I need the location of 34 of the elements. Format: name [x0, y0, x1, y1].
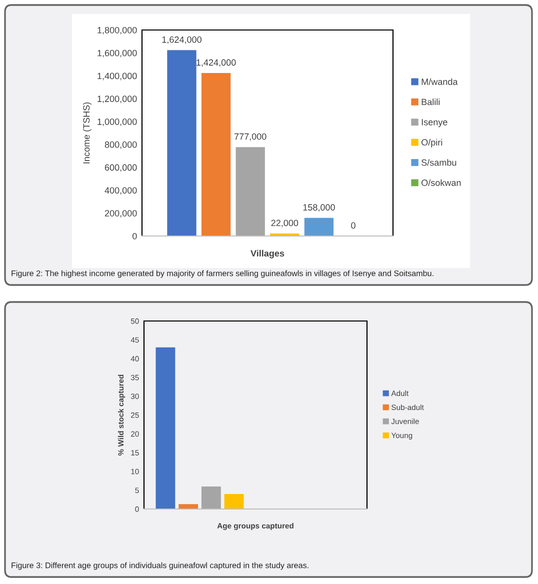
legend-label: Balili: [422, 98, 440, 106]
text: 1,424,000: [196, 59, 236, 67]
text: 1,624,000: [162, 36, 202, 44]
y-tick-label: 1,200,000: [98, 96, 137, 104]
bar: [201, 73, 231, 236]
caption: Figure 2: The highest income generated by majority of farmers selling guineafowls in villages of Isenye and Soitsambu.: [12, 270, 434, 278]
legend-label: O/sokwan: [422, 179, 461, 186]
text: 777,000: [234, 133, 266, 141]
bar: [304, 218, 334, 236]
text: 0: [351, 222, 356, 229]
y-tick-label: 1,400,000: [98, 72, 137, 80]
text: 22,000: [271, 220, 298, 228]
legend-label: M/wanda: [422, 78, 458, 85]
y-tick-label: 1,000,000: [98, 118, 137, 126]
legend-label: Isenye: [422, 119, 448, 128]
y-tick-label: 0: [132, 232, 137, 240]
bar: [224, 494, 244, 509]
y-tick-label: 400,000: [104, 187, 137, 195]
legend-label: O/piri: [422, 138, 442, 148]
y-tick-label: 1,600,000: [98, 50, 137, 58]
y-axis-title: Income (TSHS): [83, 102, 92, 164]
bar: [201, 486, 221, 509]
text: 158,000: [303, 204, 335, 212]
bar: [156, 347, 176, 509]
y-tick-label: 1,800,000: [98, 26, 137, 34]
y-tick-label: 200,000: [104, 210, 137, 218]
bar: [236, 147, 265, 236]
legend-label: S/sambu: [422, 159, 456, 166]
y-tick-label: 600,000: [104, 164, 137, 172]
y-tick-label: 800,000: [104, 141, 137, 149]
bar: [167, 50, 196, 236]
caption: Figure 3: Different age groups of individuals guineafowl captured in the study areas.: [12, 562, 308, 570]
x-axis-title: Villages: [250, 250, 284, 258]
bar: [178, 504, 198, 509]
